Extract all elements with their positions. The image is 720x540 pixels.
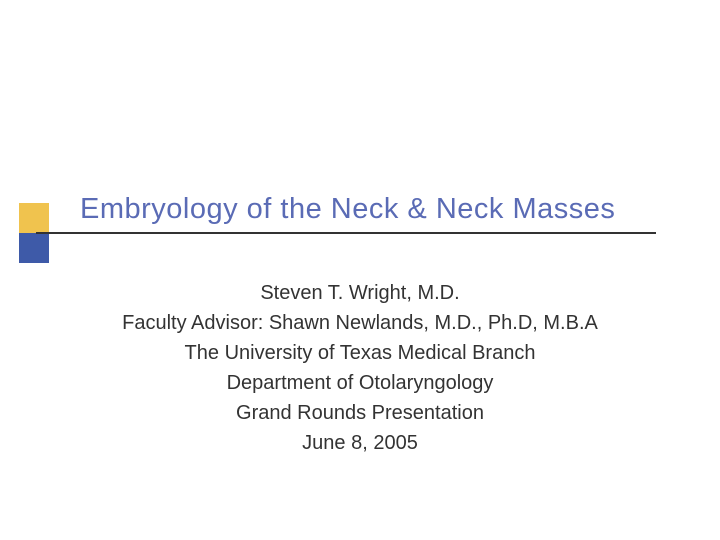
accent-block-yellow: [19, 203, 49, 233]
body-line: Steven T. Wright, M.D.: [0, 278, 720, 308]
body-line: Department of Otolaryngology: [0, 368, 720, 398]
slide-title: Embryology of the Neck & Neck Masses: [80, 193, 615, 226]
body-line: Grand Rounds Presentation: [0, 398, 720, 428]
body-line: June 8, 2005: [0, 428, 720, 458]
slide-container: Embryology of the Neck & Neck Masses Ste…: [0, 0, 720, 540]
slide-body: Steven T. Wright, M.D. Faculty Advisor: …: [0, 278, 720, 458]
body-line: Faculty Advisor: Shawn Newlands, M.D., P…: [0, 308, 720, 338]
body-line: The University of Texas Medical Branch: [0, 338, 720, 368]
accent-block-blue: [19, 233, 49, 263]
horizontal-rule: [36, 232, 656, 234]
